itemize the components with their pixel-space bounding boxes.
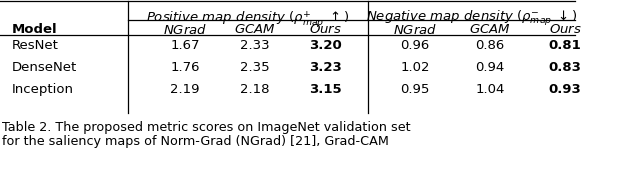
Text: $\mathit{Ours}$: $\mathit{Ours}$	[548, 23, 582, 36]
Text: 2.19: 2.19	[170, 83, 200, 96]
Text: 3.15: 3.15	[308, 83, 341, 96]
Text: 1.76: 1.76	[170, 61, 200, 74]
Text: $\mathit{NGrad}$: $\mathit{NGrad}$	[163, 23, 207, 37]
Text: Table 2. The proposed metric scores on ImageNet validation set: Table 2. The proposed metric scores on I…	[2, 121, 411, 134]
Text: 2.18: 2.18	[240, 83, 269, 96]
Text: 2.33: 2.33	[240, 39, 270, 52]
Text: 1.02: 1.02	[400, 61, 429, 74]
Text: 3.23: 3.23	[308, 61, 341, 74]
Text: 0.94: 0.94	[476, 61, 504, 74]
Text: $\mathit{NGrad}$: $\mathit{NGrad}$	[393, 23, 437, 37]
Text: 0.86: 0.86	[476, 39, 504, 52]
Text: 0.83: 0.83	[548, 61, 581, 74]
Text: $\mathit{Ours}$: $\mathit{Ours}$	[308, 23, 342, 36]
Text: 1.04: 1.04	[476, 83, 505, 96]
Text: Inception: Inception	[12, 83, 74, 96]
Text: for the saliency maps of Norm-Grad (NGrad) [21], Grad-CAM: for the saliency maps of Norm-Grad (NGra…	[2, 135, 389, 148]
Text: ResNet: ResNet	[12, 39, 59, 52]
Text: $\mathit{GCAM}$: $\mathit{GCAM}$	[469, 23, 511, 36]
Text: 2.35: 2.35	[240, 61, 270, 74]
Text: $\it{Positive\ map\ density}\ (\rho^{+}_{map}\ \uparrow)$: $\it{Positive\ map\ density}\ (\rho^{+}_…	[146, 9, 350, 30]
Text: Model: Model	[12, 23, 58, 36]
Text: 0.95: 0.95	[400, 83, 429, 96]
Text: 0.96: 0.96	[401, 39, 429, 52]
Text: DenseNet: DenseNet	[12, 61, 77, 74]
Text: $\it{Negative\ map\ density}\ (\rho^{-}_{map}\ \downarrow)$: $\it{Negative\ map\ density}\ (\rho^{-}_…	[365, 9, 577, 28]
Text: 1.67: 1.67	[170, 39, 200, 52]
Text: $\mathit{GCAM}$: $\mathit{GCAM}$	[234, 23, 276, 36]
Text: 0.93: 0.93	[548, 83, 581, 96]
Text: 3.20: 3.20	[308, 39, 341, 52]
Text: 0.81: 0.81	[548, 39, 581, 52]
